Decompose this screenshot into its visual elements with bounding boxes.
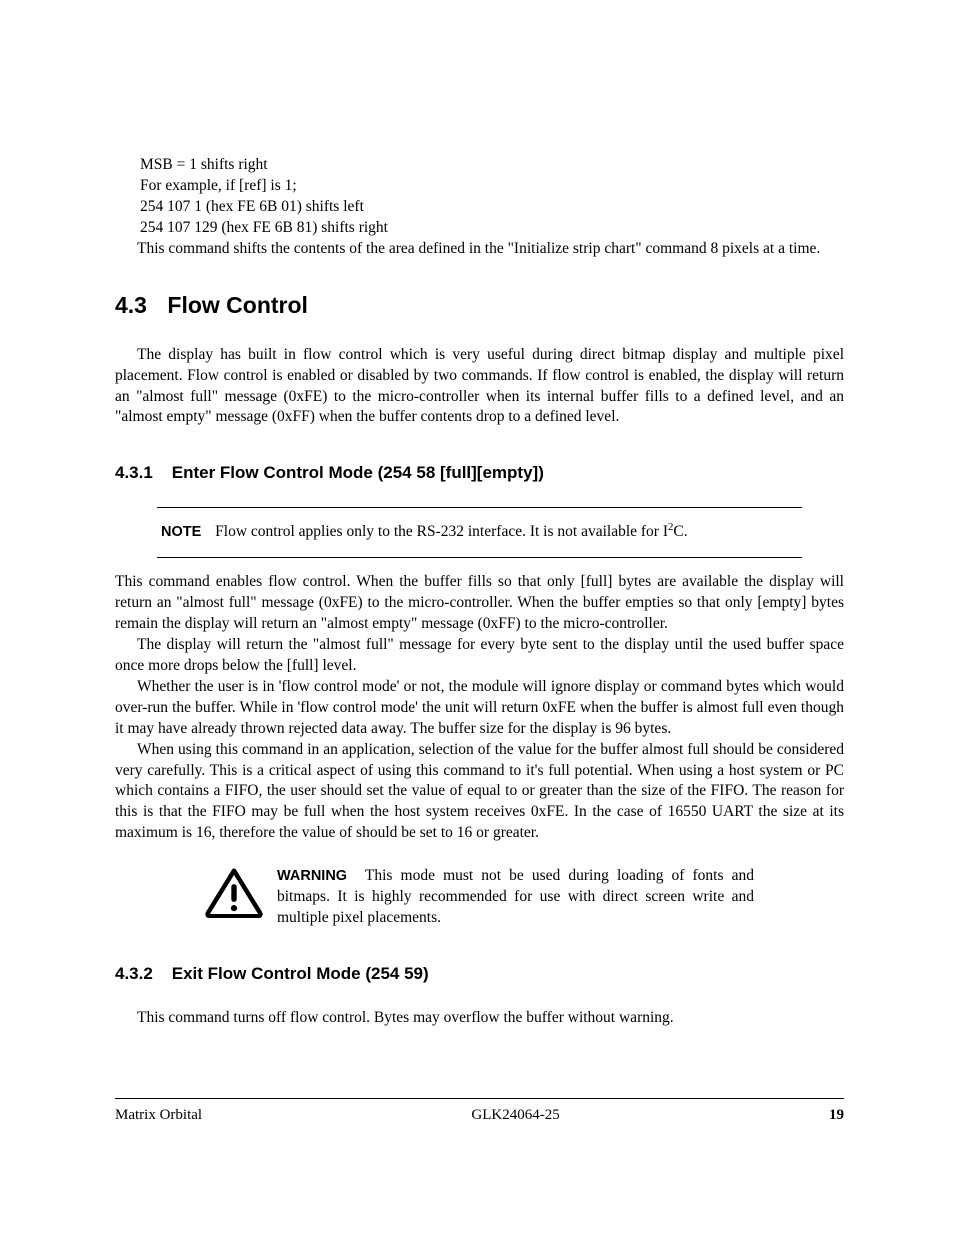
intro-line2: For example, if [ref] is 1; bbox=[140, 176, 844, 197]
section-4-3-title: Flow Control bbox=[167, 292, 308, 318]
note-text-b: C. bbox=[673, 523, 687, 540]
warning-text-block: WARNING This mode must not be used durin… bbox=[277, 866, 754, 929]
section-4-3-2-para: This command turns off flow control. Byt… bbox=[115, 1008, 844, 1029]
intro-line4: 254 107 129 (hex FE 6B 81) shifts right bbox=[140, 218, 844, 239]
page: MSB = 1 shifts right For example, if [re… bbox=[0, 0, 954, 1235]
footer-left: Matrix Orbital bbox=[115, 1105, 202, 1125]
note-text-a: Flow control applies only to the RS-232 … bbox=[215, 523, 668, 540]
footer-center: GLK24064-25 bbox=[471, 1105, 559, 1125]
section-4-3-1-para3: Whether the user is in 'flow control mod… bbox=[115, 677, 844, 740]
intro-line1: MSB = 1 shifts right bbox=[140, 155, 844, 176]
section-4-3-1-num: 4.3.1 bbox=[115, 462, 167, 485]
intro-para: This command shifts the contents of the … bbox=[115, 239, 844, 260]
section-4-3-1-title: Enter Flow Control Mode (254 58 [full][e… bbox=[172, 463, 544, 482]
section-4-3-para: The display has built in flow control wh… bbox=[115, 345, 844, 429]
warning-box: WARNING This mode must not be used durin… bbox=[205, 866, 754, 929]
section-4-3-1-para1: This command enables flow control. When … bbox=[115, 572, 844, 635]
section-4-3-2-num: 4.3.2 bbox=[115, 963, 167, 986]
section-4-3-heading: 4.3 Flow Control bbox=[115, 290, 844, 321]
section-4-3-2-heading: 4.3.2 Exit Flow Control Mode (254 59) bbox=[115, 963, 844, 986]
section-4-3-1-para2: The display will return the "almost full… bbox=[115, 635, 844, 677]
section-4-3-num: 4.3 bbox=[115, 290, 161, 321]
footer-page: 19 bbox=[829, 1105, 844, 1125]
section-4-3-1-heading: 4.3.1 Enter Flow Control Mode (254 58 [f… bbox=[115, 462, 844, 485]
warning-icon bbox=[205, 868, 263, 925]
note-box: NOTE Flow control applies only to the RS… bbox=[157, 507, 802, 558]
section-4-3-1-para4: When using this command in an applicatio… bbox=[115, 740, 844, 845]
intro-indent-block: MSB = 1 shifts right For example, if [re… bbox=[140, 155, 844, 239]
section-4-3-2-title: Exit Flow Control Mode (254 59) bbox=[172, 964, 429, 983]
warning-text: This mode must not be used during loadin… bbox=[277, 867, 754, 926]
note-label: NOTE bbox=[161, 524, 201, 540]
warning-label: WARNING bbox=[277, 868, 347, 884]
footer: Matrix Orbital GLK24064-25 19 bbox=[115, 1098, 844, 1125]
intro-line3: 254 107 1 (hex FE 6B 01) shifts left bbox=[140, 197, 844, 218]
